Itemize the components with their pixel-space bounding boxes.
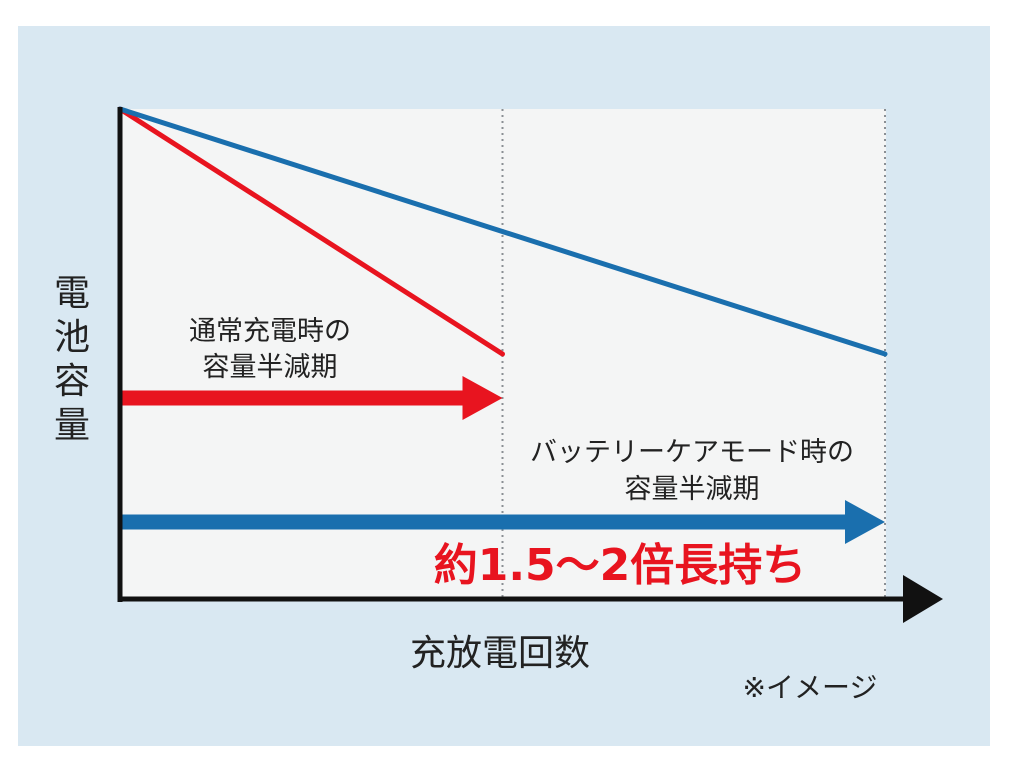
note-text: ※イメージ bbox=[743, 671, 878, 704]
arrow-head-1 bbox=[462, 376, 503, 420]
y-axis-label-char: 量 bbox=[54, 405, 90, 446]
y-axis-label-char: 容 bbox=[54, 361, 90, 402]
y-axis-label-char: 電 bbox=[54, 273, 90, 314]
annotation-care-line-1: バッテリーケアモード時の bbox=[530, 437, 854, 468]
x-axis-arrowhead bbox=[903, 575, 943, 623]
annotation-normal-line-2: 容量半減期 bbox=[203, 352, 338, 383]
x-axis-label: 充放電回数 bbox=[410, 633, 590, 674]
series-lines bbox=[117, 106, 888, 357]
duration-arrows bbox=[122, 376, 885, 544]
series-line-1 bbox=[117, 106, 505, 357]
axes bbox=[117, 107, 943, 623]
y-axis-label-char: 池 bbox=[54, 317, 90, 358]
highlight-text: 約1.5〜2倍長持ち bbox=[434, 540, 807, 591]
arrow-head-2 bbox=[845, 500, 885, 544]
annotation-care-line-2: 容量半減期 bbox=[625, 474, 760, 505]
series-line-2 bbox=[117, 106, 888, 357]
annotation-normal-line-1: 通常充電時の bbox=[189, 316, 351, 347]
